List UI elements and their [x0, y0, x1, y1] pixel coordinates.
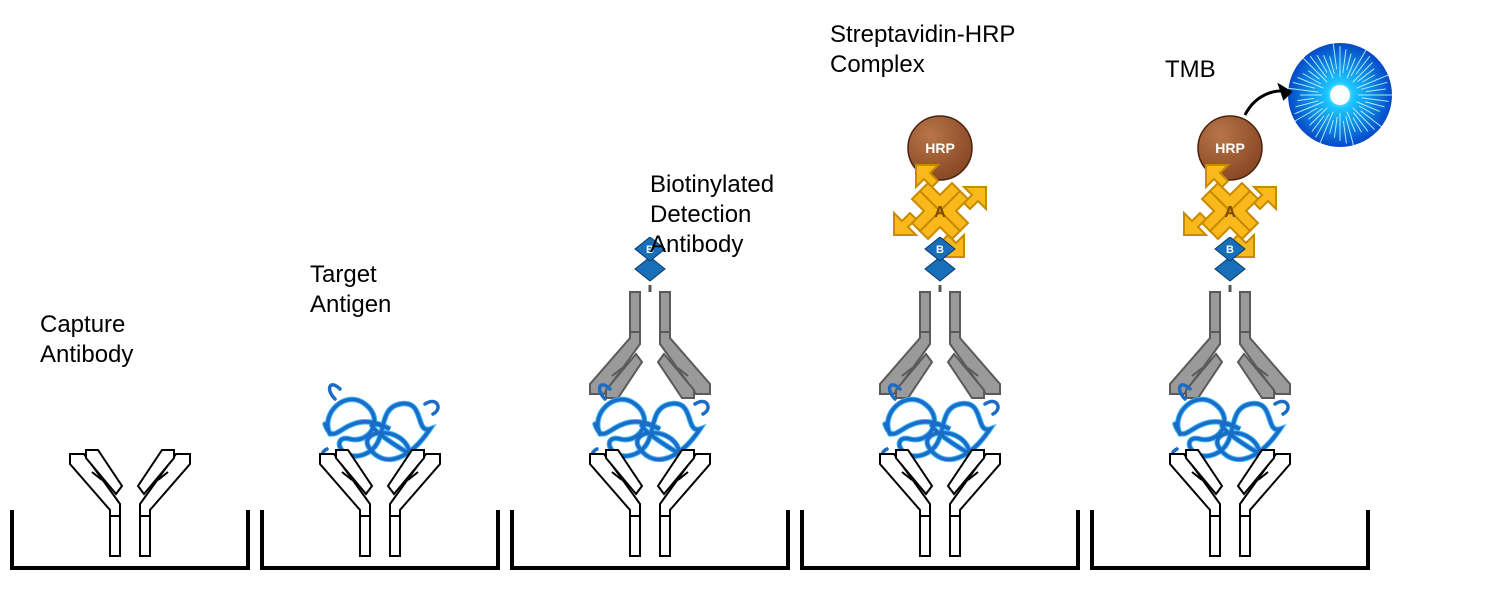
- stack-5: HRP A B: [1140, 113, 1320, 564]
- stack-4: HRP A B: [850, 113, 1030, 564]
- svg-text:HRP: HRP: [925, 140, 955, 156]
- svg-text:B: B: [936, 244, 944, 256]
- capture-antibody-icon: [580, 444, 720, 564]
- label-target-antigen: Target Antigen: [310, 260, 391, 320]
- panel-1: [10, 30, 250, 570]
- svg-text:B: B: [1226, 244, 1234, 256]
- stack-3: B: [560, 237, 740, 564]
- label-capture-antibody: Capture Antibody: [40, 310, 133, 370]
- arrow-icon: [1240, 80, 1300, 130]
- svg-text:A: A: [1224, 204, 1236, 221]
- label-detection-antibody: Biotinylated Detection Antibody: [650, 170, 774, 260]
- panel-5: HRP A B: [1090, 30, 1370, 570]
- capture-antibody-icon: [1160, 444, 1300, 564]
- label-streptavidin-hrp: Streptavidin-HRP Complex: [830, 20, 1015, 80]
- label-tmb: TMB: [1165, 55, 1216, 85]
- svg-text:HRP: HRP: [1215, 140, 1245, 156]
- svg-text:A: A: [934, 204, 946, 221]
- capture-antibody-icon: [870, 444, 1010, 564]
- stack-2: [290, 374, 470, 564]
- capture-antibody-icon: [310, 444, 450, 564]
- capture-antibody-icon: [60, 444, 200, 564]
- tmb-icon: [1285, 40, 1395, 150]
- stack-1: [40, 444, 220, 564]
- panel-3: B: [510, 30, 790, 570]
- panel-4: HRP A B: [800, 30, 1080, 570]
